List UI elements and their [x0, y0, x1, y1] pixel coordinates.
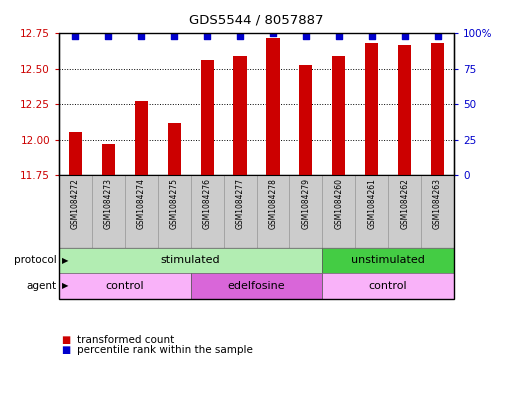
Text: control: control [369, 281, 407, 291]
Bar [266, 38, 280, 175]
Text: GSM1084261: GSM1084261 [367, 178, 376, 229]
Text: protocol: protocol [14, 255, 56, 265]
Point [104, 33, 112, 39]
Bar [332, 56, 345, 175]
Point [71, 33, 80, 39]
Bar [322, 248, 454, 273]
Point [203, 33, 211, 39]
Point [302, 33, 310, 39]
Bar [431, 43, 444, 175]
Bar [224, 175, 256, 248]
Text: control: control [106, 281, 144, 291]
Text: ■: ■ [62, 335, 71, 345]
Text: GDS5544 / 8057887: GDS5544 / 8057887 [189, 14, 324, 27]
Point [269, 30, 277, 37]
Text: ■: ■ [62, 345, 71, 355]
Text: GSM1084263: GSM1084263 [433, 178, 442, 229]
Point [368, 33, 376, 39]
Text: unstimulated: unstimulated [351, 255, 425, 265]
Bar [365, 43, 378, 175]
Bar [398, 45, 411, 175]
Bar [59, 273, 191, 299]
Bar [59, 175, 92, 248]
Bar [322, 175, 355, 248]
Point [401, 33, 409, 39]
Bar [191, 175, 224, 248]
Bar [135, 101, 148, 175]
Bar [388, 175, 421, 248]
Bar [421, 175, 454, 248]
Bar [355, 175, 388, 248]
Point [137, 33, 145, 39]
Text: GSM1084272: GSM1084272 [71, 178, 80, 229]
Bar [168, 123, 181, 175]
Point [170, 33, 179, 39]
Text: stimulated: stimulated [161, 255, 221, 265]
Text: GSM1084277: GSM1084277 [235, 178, 245, 229]
Bar [322, 273, 454, 299]
Bar [92, 175, 125, 248]
Bar [102, 144, 115, 175]
Text: edelfosine: edelfosine [228, 281, 285, 291]
Text: GSM1084279: GSM1084279 [301, 178, 310, 229]
Bar [289, 175, 322, 248]
Text: GSM1084273: GSM1084273 [104, 178, 113, 229]
Text: ▶: ▶ [62, 281, 68, 290]
Point [334, 33, 343, 39]
Bar [59, 248, 322, 273]
Text: agent: agent [26, 281, 56, 291]
Text: ▶: ▶ [62, 256, 68, 265]
Bar [191, 273, 322, 299]
Bar [125, 175, 158, 248]
Bar [201, 60, 214, 175]
Text: GSM1084275: GSM1084275 [170, 178, 179, 229]
Bar [233, 56, 247, 175]
Point [433, 33, 442, 39]
Bar [256, 175, 289, 248]
Text: GSM1084276: GSM1084276 [203, 178, 212, 229]
Point [236, 33, 244, 39]
Text: GSM1084260: GSM1084260 [334, 178, 343, 229]
Bar [158, 175, 191, 248]
Bar [69, 132, 82, 175]
Text: GSM1084274: GSM1084274 [137, 178, 146, 229]
Text: GSM1084278: GSM1084278 [268, 178, 278, 229]
Text: percentile rank within the sample: percentile rank within the sample [77, 345, 253, 355]
Text: GSM1084262: GSM1084262 [400, 178, 409, 229]
Text: transformed count: transformed count [77, 335, 174, 345]
Bar [299, 64, 312, 175]
